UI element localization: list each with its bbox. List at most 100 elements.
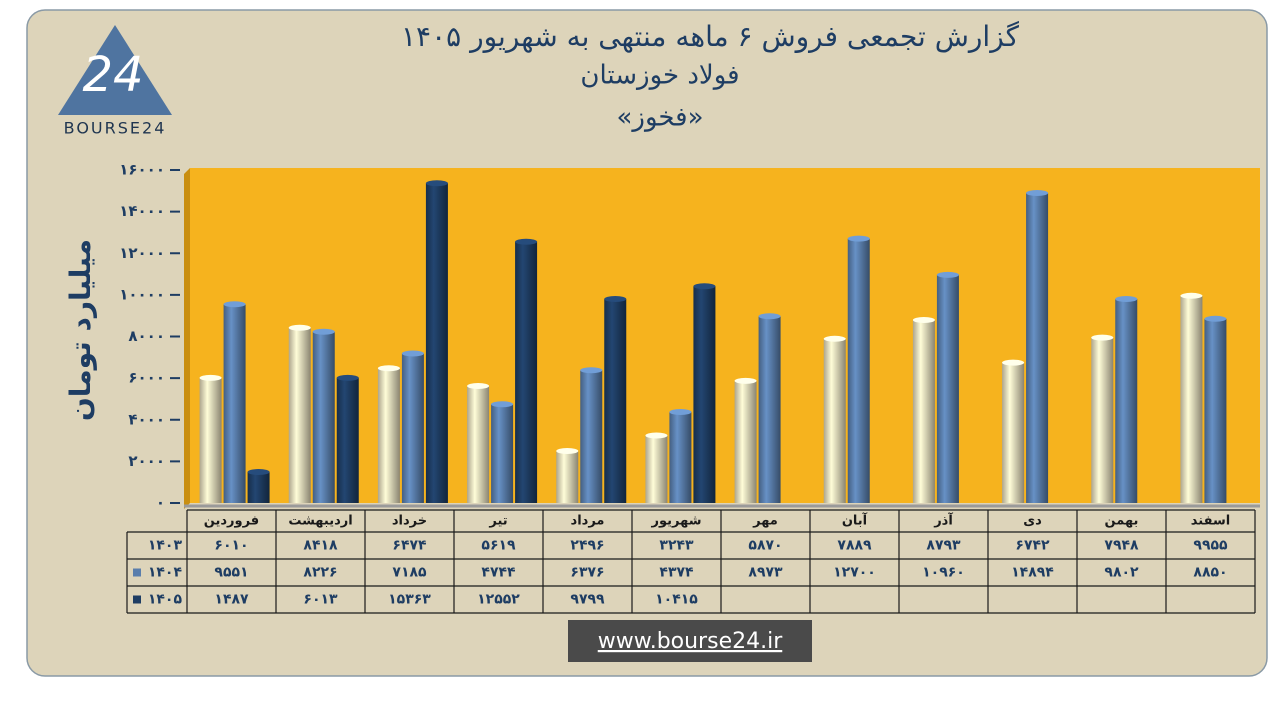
chart-subtitle: فولاد خوزستان — [580, 61, 739, 91]
bar-cap — [1002, 359, 1025, 366]
x-tick-label: شهریور — [651, 514, 702, 529]
bar — [645, 435, 668, 503]
value-label: ۸۹۷۳ — [748, 565, 783, 581]
bar-cap — [312, 328, 335, 335]
bar — [247, 472, 270, 503]
value-label: ۷۸۸۹ — [837, 538, 872, 554]
bar-cap — [669, 408, 692, 415]
value-label: ۱۰۹۶۰ — [922, 565, 965, 581]
bar-cap — [580, 367, 603, 374]
legend-swatch — [133, 568, 141, 577]
y-tick-label: ۱۰۰۰۰ — [119, 285, 165, 303]
y-tick-label: ۱۲۰۰۰ — [119, 244, 165, 262]
x-tick-label: اسفند — [1191, 514, 1230, 529]
y-tick-label: ۴۰۰۰ — [128, 410, 165, 428]
bar-cap — [467, 383, 490, 390]
value-label: ۷۹۴۸ — [1104, 538, 1139, 554]
bar-cap — [645, 432, 668, 439]
bar — [1115, 298, 1138, 503]
bar — [823, 338, 846, 503]
bar-cap — [1180, 292, 1203, 299]
bar — [693, 286, 716, 503]
bar — [912, 319, 935, 503]
value-label: ۶۳۷۶ — [570, 565, 604, 581]
bar-cap — [734, 377, 757, 384]
value-label: ۵۶۱۹ — [481, 538, 516, 554]
bar-cap — [491, 401, 514, 408]
x-tick-label: تیر — [488, 514, 507, 529]
bar-cap — [377, 365, 400, 372]
bar-cap — [847, 235, 870, 242]
bar — [425, 183, 448, 503]
logo-triangle — [58, 25, 172, 115]
value-label: ۸۲۲۶ — [303, 565, 337, 581]
value-label: ۹۵۵۱ — [214, 565, 248, 581]
bar — [1204, 318, 1227, 503]
bar — [223, 304, 246, 503]
bar-cap — [199, 374, 222, 381]
value-label: ۶۴۷۴ — [392, 538, 427, 554]
value-label: ۵۸۷۰ — [748, 538, 782, 554]
value-label: ۱۴۸۹۴ — [1011, 565, 1054, 581]
bar — [604, 299, 627, 503]
legend-label: ۱۴۰۴ — [148, 565, 183, 581]
bar-cap — [515, 238, 538, 245]
logo-mark: 24 — [82, 47, 143, 103]
bar — [1002, 362, 1025, 503]
y-axis-label: میلیارد تومان — [64, 239, 97, 421]
chart-title: گزارش تجمعی فروش ۶ ماهه منتهی به شهریور … — [401, 20, 1020, 53]
x-tick-label: اردیبهشت — [288, 514, 352, 529]
bar-cap — [604, 296, 627, 303]
bar — [336, 377, 359, 503]
value-label: ۱۲۷۰۰ — [833, 565, 876, 581]
x-tick-label: خرداد — [392, 514, 427, 529]
value-label: ۸۸۵۰ — [1193, 565, 1227, 581]
value-label: ۱۵۳۶۳ — [388, 592, 431, 608]
bar-cap — [288, 324, 311, 331]
y-tick-label: ۶۰۰۰ — [128, 369, 165, 387]
bar — [1026, 193, 1049, 504]
bar — [515, 241, 538, 503]
value-label: ۸۴۱۸ — [303, 538, 338, 554]
x-tick-label: آذر — [933, 512, 953, 529]
bar — [401, 353, 424, 503]
x-tick-label: بهمن — [1105, 514, 1139, 529]
value-label: ۱۲۵۵۲ — [477, 592, 520, 608]
y-tick-label: ۱۴۰۰۰ — [119, 202, 165, 220]
value-label: ۷۱۸۵ — [392, 565, 427, 581]
bar-cap — [247, 469, 270, 476]
bar — [312, 331, 335, 503]
bar — [669, 411, 692, 503]
bar — [1180, 295, 1203, 503]
value-label: ۹۸۰۲ — [1104, 565, 1139, 581]
x-tick-label: مهر — [752, 514, 778, 529]
y-tick-label: ۱۶۰۰۰ — [119, 161, 165, 179]
x-tick-label: آبان — [842, 512, 868, 529]
bar — [199, 377, 222, 503]
symbol: «فخوز» — [616, 103, 703, 133]
bar — [847, 238, 870, 503]
y-tick-label: ۰ — [156, 494, 165, 512]
bar — [491, 404, 514, 503]
bar — [758, 316, 781, 503]
legend-label: ۱۴۰۵ — [148, 592, 183, 608]
value-label: ۹۷۹۹ — [570, 592, 605, 608]
bar — [734, 380, 757, 503]
bar — [580, 370, 603, 503]
y-tick-label: ۲۰۰۰ — [128, 452, 165, 470]
bar-cap — [1091, 334, 1114, 341]
plot-side — [184, 168, 190, 509]
bar-cap — [1204, 315, 1227, 322]
bar-cap — [425, 180, 448, 187]
bar — [467, 386, 490, 503]
value-label: ۴۳۷۴ — [659, 565, 694, 581]
value-label: ۱۴۸۷ — [214, 592, 249, 608]
value-label: ۲۴۹۶ — [570, 538, 604, 554]
bar-cap — [823, 335, 846, 342]
logo-text: BOURSE24 — [64, 119, 167, 138]
value-label: ۱۰۴۱۵ — [655, 592, 698, 608]
bar — [1091, 337, 1114, 503]
bar — [288, 327, 311, 503]
bar — [556, 451, 579, 503]
